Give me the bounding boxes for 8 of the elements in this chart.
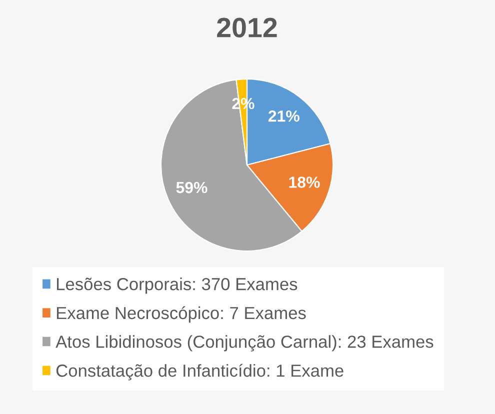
data-label: 18% xyxy=(289,176,320,188)
data-label: 21% xyxy=(268,110,300,122)
legend-label: Exame Necroscópico: 7 Exames xyxy=(56,306,306,323)
legend-label: Lesões Corporais: 370 Exames xyxy=(56,278,298,294)
legend-label: Atos Libidinosos (Conjunção Carnal): 23 Exames xyxy=(56,335,434,352)
data-label: 59% xyxy=(176,182,208,194)
legend-label: Constatação de Infanticídio: 1 Exame xyxy=(56,364,344,380)
chart-title: 2012 xyxy=(217,18,277,38)
